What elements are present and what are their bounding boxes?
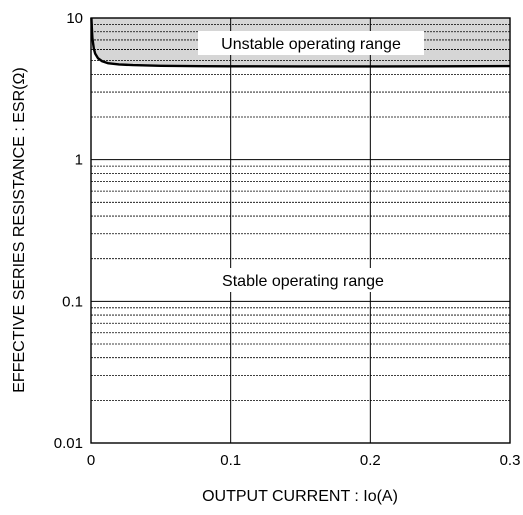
curve-layer: [90, 17, 511, 68]
plot-frame-layer: [90, 17, 511, 444]
x-tick-label: 0.3: [500, 452, 521, 469]
stable-range-label: Stable operating range: [222, 273, 384, 290]
y-tick-label: 0.1: [62, 293, 83, 310]
tick-label-layer: 0 0.1 0.2 0.3 0.01 0.1 1 10: [54, 10, 521, 469]
plot-frame: [90, 17, 511, 444]
x-tick-label: 0.1: [220, 452, 241, 469]
x-axis-label: OUTPUT CURRENT : Io(A): [202, 488, 398, 505]
y-tick-label: 0.01: [54, 435, 83, 452]
grid-layer: [91, 18, 510, 443]
x-tick-label: 0: [87, 452, 95, 469]
y-axis-label: EFFECTIVE SERIES RESISTANCE : ESR(Ω): [11, 67, 28, 393]
esr-boundary-curve: [90, 17, 511, 68]
unstable-range-label: Unstable operating range: [221, 36, 401, 53]
y-tick-label: 10: [66, 10, 83, 27]
unstable-label-bg: [198, 31, 424, 55]
y-tick-label: 1: [75, 152, 83, 169]
stable-label-bg: [200, 268, 405, 292]
x-tick-label: 0.2: [360, 452, 381, 469]
